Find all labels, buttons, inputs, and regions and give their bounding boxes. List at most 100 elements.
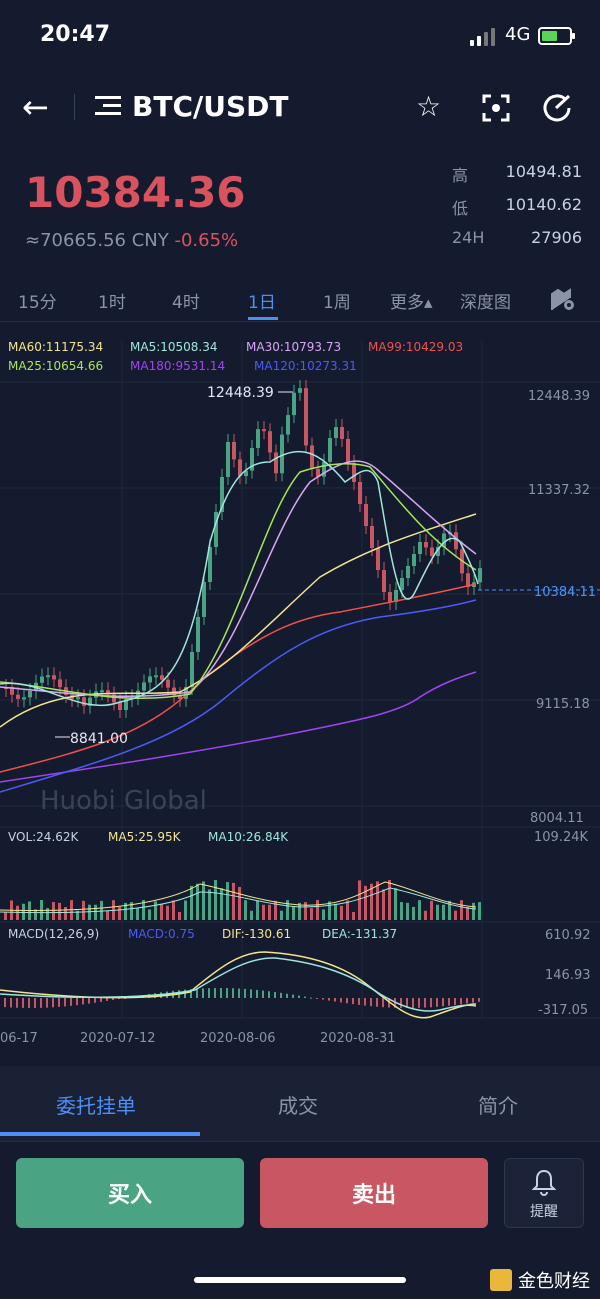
volume-bar [124,902,127,920]
candle [292,392,296,416]
macd-bar [430,998,432,1008]
macd-bar [418,998,420,1008]
ma-lines [0,451,479,793]
tab-open-orders[interactable]: 委托挂单 [56,1094,136,1118]
period-tabs: 15分 1时 4时 1日 1周 更多▴ 深度图 [0,284,600,322]
candle [316,468,320,477]
volume-bar [418,900,421,920]
candle [328,438,332,462]
candle [244,470,248,477]
tab-more[interactable]: 更多▴ [390,293,433,313]
volume-bar [424,910,427,920]
macd-bar [268,991,270,998]
macd-bar [376,998,378,1007]
volume-bar [376,881,379,920]
candle [454,532,458,550]
candle [286,415,290,435]
volume-bar [322,909,325,920]
candle [400,578,404,590]
tab-4h[interactable]: 4时 [172,293,200,313]
favorite-star-icon[interactable]: ☆ [416,90,442,123]
candle [40,676,44,683]
chart-settings-icon[interactable] [550,286,576,312]
active-tab-indicator [248,317,278,320]
candle [238,459,242,477]
candle [58,679,62,688]
candle [142,682,146,691]
volume-bar [280,910,283,920]
candle [346,438,350,463]
macd-bar [190,989,192,998]
candle [160,675,164,680]
macd-bar [370,998,372,1007]
macd-bar [394,998,396,1008]
tab-1d[interactable]: 1日 [248,293,276,313]
legend-ma60: MA60:11175.34 [8,340,103,354]
tab-15m[interactable]: 15分 [18,293,57,313]
y-tick-2: 11337.32 [528,483,590,498]
max-price-label: 12448.39 [207,385,274,401]
refresh-share-icon[interactable] [542,92,572,122]
min-price-label: 8841.00 [70,731,128,747]
back-arrow-icon[interactable]: ← [22,88,49,126]
macd-bar [250,989,252,998]
volume-bar [58,902,61,920]
macd-bar [292,994,294,998]
tab-1h[interactable]: 1时 [98,293,126,313]
pair-title[interactable]: BTC/USDT [132,90,289,123]
tab-trades[interactable]: 成交 [278,1094,318,1118]
volume-bar [364,885,367,920]
vol-ma5-legend: MA5:25.95K [108,830,182,844]
fullscreen-icon[interactable] [482,94,510,122]
kline-chart[interactable]: MA60:11175.34 MA5:10508.34 MA30:10793.73… [0,322,600,1062]
candle [22,697,26,700]
volume-bar [358,880,361,920]
candle [154,675,158,678]
candle [178,695,182,699]
macd-dif-line [0,951,477,1019]
ma5-line [0,451,479,707]
ma99-line [0,583,477,773]
macd-bar [208,988,210,998]
volume-bar [184,900,187,920]
candle [88,697,92,706]
tab-1w[interactable]: 1周 [323,293,351,313]
candle [232,442,236,460]
volume-bar [382,889,385,920]
volume-bar [178,911,181,920]
tab-intro[interactable]: 简介 [478,1094,518,1118]
macd-tick-2: 146.93 [545,968,591,983]
volume-bar [274,900,277,920]
macd-bar [76,998,78,1006]
macd-params: MACD(12,26,9) [8,927,99,941]
cny-price: ≈70665.56 CNY -0.65% [25,230,238,251]
volume-bar [52,902,55,920]
volume-bar [88,904,91,920]
stat-low-label: 低 [452,199,469,218]
sell-button[interactable]: 卖出 [260,1158,488,1228]
stat-high-value: 10494.81 [505,162,582,181]
volume-bar [436,904,439,920]
brand-name: 金色财经 [518,1271,590,1292]
legend-ma180: MA180:9531.14 [130,359,225,373]
candle [124,698,128,711]
volume-bar [154,901,157,920]
candle [16,694,20,699]
alert-button[interactable]: 提醒 [504,1158,584,1228]
volume-bar [412,906,415,920]
candle [172,687,176,696]
x-tick-4: 2020-08-31 [320,1031,396,1046]
volume-bar [220,888,223,920]
candle [442,533,446,548]
macd-bar [64,998,66,1007]
macd-dea-line [0,957,477,1012]
legend-ma99: MA99:10429.03 [368,340,463,354]
buy-button[interactable]: 买入 [16,1158,244,1228]
pair-list-icon[interactable] [95,94,121,118]
volume-bar [472,902,475,920]
macd-bar [412,998,414,1008]
tab-depth[interactable]: 深度图 [460,293,511,313]
volume-bar [82,900,85,920]
macd-bar [286,993,288,998]
candle [436,547,440,557]
